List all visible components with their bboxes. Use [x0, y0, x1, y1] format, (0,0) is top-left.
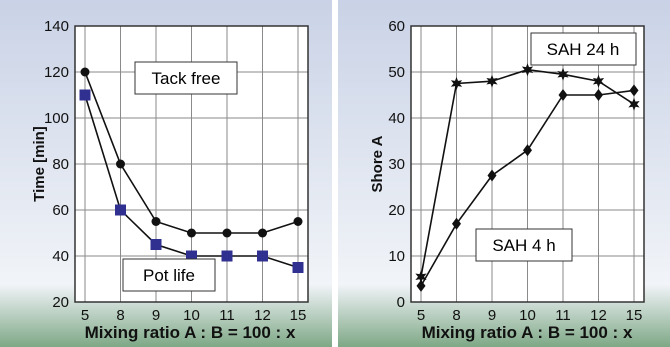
data-point — [150, 239, 162, 250]
data-point — [115, 204, 126, 216]
legend-label-pot-life: Pot life — [143, 266, 195, 285]
x-tick-label: 11 — [219, 307, 235, 324]
data-point — [487, 169, 497, 182]
data-point — [557, 67, 569, 81]
y-tick-label: 0 — [397, 294, 405, 311]
data-point — [258, 228, 267, 238]
plot-frame — [74, 25, 309, 303]
data-point — [629, 84, 639, 97]
plot-frame — [410, 25, 645, 303]
data-point — [415, 270, 427, 284]
y-tick-label: 20 — [52, 294, 69, 311]
data-point — [452, 217, 461, 230]
data-point — [594, 89, 603, 101]
data-point — [222, 228, 232, 238]
data-point — [79, 89, 91, 101]
data-point — [592, 74, 605, 88]
data-point — [257, 250, 268, 262]
time-chart-panel: 20 40 60 80 100 120 140 5 8 9 10 11 12 15 Time [min] … — [0, 0, 332, 347]
data-point — [486, 74, 498, 88]
data-point — [292, 262, 304, 273]
y-tick-label: 20 — [388, 202, 405, 219]
legend-label-sah-24h: SAH 24 h — [547, 40, 620, 59]
data-point — [151, 217, 161, 226]
y-tick-label: 120 — [44, 64, 69, 81]
data-point — [521, 63, 534, 77]
y-tick-label: 60 — [388, 18, 405, 35]
y-tick-label: 60 — [52, 202, 69, 219]
data-point — [558, 89, 568, 101]
legend-box-pot-life — [122, 258, 216, 292]
data-point — [221, 250, 233, 262]
x-tick-label: 10 — [183, 307, 200, 324]
data-point — [116, 159, 125, 169]
y-tick-label: 140 — [44, 18, 69, 35]
shore-chart-panel: 0 10 20 30 40 50 60 5 8 9 10 11 12 15 Shore A Mixing … — [338, 0, 670, 347]
legend-box-sah-24h — [530, 32, 637, 66]
x-tick-label: 8 — [452, 307, 460, 324]
x-tick-label: 9 — [488, 307, 496, 324]
legend-box-tack-free — [134, 61, 238, 95]
data-point — [293, 217, 303, 226]
y-tick-label: 50 — [388, 64, 405, 81]
x-tick-label: 9 — [152, 307, 160, 324]
y-tick-label: 40 — [52, 248, 69, 265]
data-point — [186, 250, 197, 262]
data-point — [628, 97, 640, 111]
data-point — [80, 67, 90, 77]
x-tick-label: 12 — [590, 307, 607, 324]
y-axis-label: Time [min] — [31, 126, 48, 202]
shore-chart: 0 10 20 30 40 50 60 5 8 9 10 11 12 15 Shore A Mixing … — [338, 0, 670, 347]
legend-label-tack-free: Tack free — [152, 69, 221, 88]
data-point — [523, 144, 532, 157]
x-tick-label: 10 — [519, 307, 536, 324]
y-axis-label: Shore A — [369, 135, 386, 192]
x-tick-label: 12 — [254, 307, 271, 324]
x-tick-label: 8 — [116, 307, 124, 324]
x-axis-label: Mixing ratio A : B = 100 : x — [422, 323, 633, 342]
legend-box-sah-4h — [475, 228, 573, 262]
data-point — [450, 77, 463, 90]
data-point — [416, 279, 426, 292]
x-tick-label: 11 — [555, 307, 571, 324]
y-tick-label: 10 — [388, 248, 405, 265]
y-tick-label: 100 — [44, 110, 69, 127]
y-tick-label: 40 — [388, 110, 405, 127]
x-tick-label: 5 — [417, 307, 425, 324]
data-point — [187, 228, 196, 238]
x-axis-label: Mixing ratio A : B = 100 : x — [85, 323, 296, 342]
legend-label-sah-4h: SAH 4 h — [492, 236, 555, 255]
y-tick-label: 80 — [52, 156, 69, 173]
x-tick-label: 15 — [290, 307, 307, 324]
x-tick-label: 5 — [81, 307, 89, 324]
x-tick-label: 15 — [626, 307, 643, 324]
y-tick-label: 30 — [388, 156, 405, 173]
